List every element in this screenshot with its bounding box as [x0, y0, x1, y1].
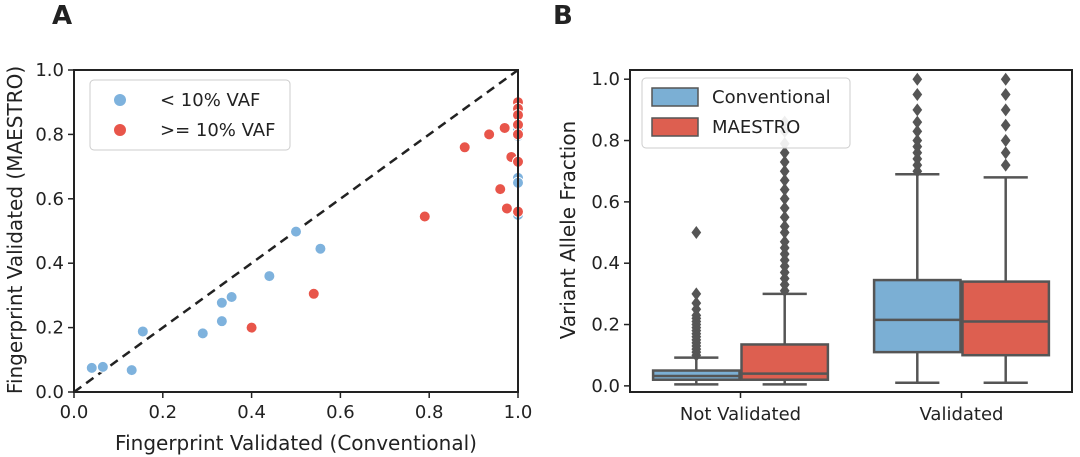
point-low-vaf [196, 327, 209, 340]
outlier-point [1000, 72, 1011, 86]
outlier-point [691, 287, 702, 301]
outlier-point [779, 164, 790, 178]
outlier-point [779, 155, 790, 169]
y-tick-label: 0.8 [35, 124, 64, 145]
outlier-point [779, 210, 790, 224]
point-low-vaf [215, 315, 228, 328]
panel-label-b: B [553, 1, 573, 31]
box-iqr [872, 278, 962, 354]
y-tick-label: 0.4 [591, 253, 620, 274]
point-high-vaf [418, 210, 431, 223]
box-plot: 0.0 0.2 0.4 0.6 0.8 1.0 Not Validated Validated… [591, 69, 1073, 425]
outlier-point [1000, 88, 1011, 102]
legend: < 10% VAF >= 10% VAF [89, 79, 291, 151]
point-low-vaf [96, 360, 109, 373]
legend-label: MAESTRO [712, 117, 800, 138]
y-tick-label: 0.4 [35, 253, 64, 274]
scatter-x-axis-label: Fingerprint Validated (Conventional) [115, 431, 477, 455]
outlier-point [912, 124, 923, 138]
panel-label-a: A [52, 1, 72, 31]
point-low-vaf [136, 325, 149, 338]
point-high-vaf [494, 183, 507, 196]
box-maestro-validated [961, 72, 1051, 385]
box-conventional-not-validated [651, 226, 741, 386]
plot-frame [629, 69, 1073, 393]
outlier-point [779, 173, 790, 187]
x-tick-label: 0.2 [148, 402, 177, 423]
scatter-plot: 0.0 0.2 0.4 0.6 0.8 1.0 0.0 0.2 0.4 0.6 0.8 1.0 < 10… [35, 60, 532, 423]
box-iqr [961, 280, 1051, 357]
y-tick-label: 0.6 [35, 189, 64, 210]
x-tick-label: Not Validated [680, 404, 801, 425]
point-low-vaf [290, 225, 302, 238]
outlier-point [912, 103, 923, 117]
outlier-point [1000, 103, 1011, 117]
point-high-vaf [498, 121, 511, 134]
point-low-vaf [314, 242, 327, 255]
point-low-vaf [215, 296, 228, 309]
outlier-point [912, 115, 923, 129]
outlier-point [691, 296, 702, 310]
x-tick-label: 0.4 [237, 402, 266, 423]
scatter-y-axis-label: Fingerprint Validated (MAESTRO) [3, 66, 27, 394]
box-maestro-not-validated [740, 115, 830, 386]
point-high-vaf [245, 321, 258, 334]
legend-label: >= 10% VAF [160, 120, 275, 141]
point-high-vaf [307, 287, 320, 300]
y-tick-label: 0.0 [35, 382, 64, 403]
legend-label: < 10% VAF [160, 90, 260, 111]
outlier-point [912, 134, 923, 148]
box-y-axis-label: Variant Allele Fraction [556, 121, 580, 339]
point-low-vaf [85, 361, 98, 374]
outlier-point [779, 201, 790, 215]
outlier-point [779, 192, 790, 206]
y-tick-label: 0.2 [591, 315, 620, 336]
point-high-vaf [500, 202, 513, 215]
x-tick-label: 0.6 [326, 402, 355, 423]
y-tick-label: 0.0 [591, 376, 620, 397]
x-tick-label: 0.8 [415, 402, 444, 423]
y-tick-label: 0.8 [591, 131, 620, 152]
outlier-point [912, 72, 923, 86]
outlier-point [1000, 158, 1011, 172]
legend-box [89, 79, 291, 151]
legend-swatch [651, 117, 699, 137]
y-tick-label: 0.6 [591, 192, 620, 213]
outlier-point [1000, 118, 1011, 132]
outlier-point [691, 226, 702, 240]
box-conventional-validated [872, 72, 962, 385]
outlier-point [1000, 134, 1011, 148]
legend-label: Conventional [712, 87, 831, 108]
legend-marker [114, 94, 126, 106]
outlier-point [779, 235, 790, 249]
point-low-vaf [125, 364, 138, 377]
y-tick-label: 0.2 [35, 318, 64, 339]
outlier-point [779, 219, 790, 233]
x-tick-label: 0.0 [60, 402, 89, 423]
plot-frame [73, 69, 519, 393]
y-tick-label: 1.0 [35, 60, 64, 81]
outlier-point [1000, 146, 1011, 160]
legend-marker [114, 124, 126, 136]
point-high-vaf [458, 141, 471, 154]
x-tick-label: Validated [920, 404, 1004, 425]
y-tick-label: 1.0 [591, 69, 620, 90]
legend: Conventional MAESTRO [641, 77, 851, 149]
point-low-vaf [225, 291, 238, 304]
point-low-vaf [263, 270, 276, 283]
outlier-point [779, 146, 790, 160]
outlier-point [912, 88, 923, 102]
x-tick-label: 1.0 [504, 402, 533, 423]
legend-swatch [651, 87, 699, 107]
point-high-vaf [483, 128, 496, 141]
outlier-point [779, 183, 790, 197]
